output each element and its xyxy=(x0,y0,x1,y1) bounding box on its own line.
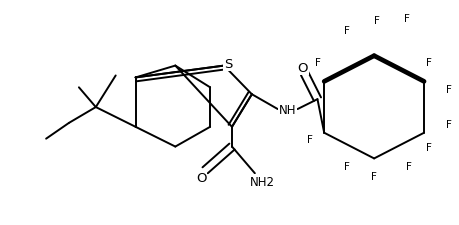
Text: F: F xyxy=(344,162,349,171)
Text: F: F xyxy=(314,57,320,67)
Text: F: F xyxy=(445,119,451,129)
Text: O: O xyxy=(297,62,307,75)
Text: F: F xyxy=(370,171,376,181)
Text: F: F xyxy=(425,57,431,67)
Text: F: F xyxy=(425,142,431,152)
Text: F: F xyxy=(373,16,379,26)
Text: F: F xyxy=(403,14,409,24)
Text: NH: NH xyxy=(278,103,296,116)
Text: F: F xyxy=(405,162,411,171)
Text: F: F xyxy=(445,85,451,95)
Text: NH2: NH2 xyxy=(250,175,274,188)
Text: O: O xyxy=(196,171,206,184)
Text: S: S xyxy=(224,58,232,71)
Text: F: F xyxy=(306,134,312,144)
Text: F: F xyxy=(344,26,349,36)
